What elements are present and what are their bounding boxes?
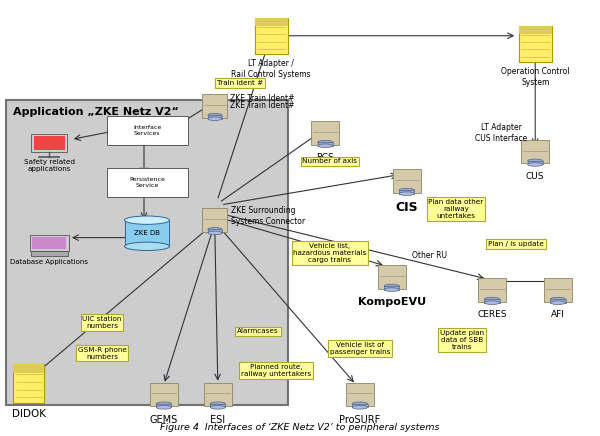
Text: ZKE Train Ident#: ZKE Train Ident# — [230, 95, 295, 103]
Text: ProSURF: ProSURF — [340, 415, 380, 425]
FancyBboxPatch shape — [208, 229, 222, 233]
FancyBboxPatch shape — [399, 190, 415, 194]
Text: Database Applications: Database Applications — [10, 259, 88, 265]
FancyBboxPatch shape — [352, 404, 368, 407]
FancyBboxPatch shape — [31, 134, 67, 152]
Text: Plan data other
railway
untertakes: Plan data other railway untertakes — [428, 199, 484, 219]
Text: CUS: CUS — [526, 172, 544, 181]
FancyBboxPatch shape — [107, 168, 187, 197]
Text: AFI: AFI — [551, 310, 565, 319]
Text: GSM-R phone
numbers: GSM-R phone numbers — [77, 347, 127, 360]
Ellipse shape — [125, 216, 170, 225]
Text: Alarmcases: Alarmcases — [237, 328, 279, 334]
Text: DIDOK: DIDOK — [12, 409, 46, 419]
Text: Operation Control
System: Operation Control System — [501, 67, 569, 86]
FancyBboxPatch shape — [156, 404, 172, 407]
Text: Figure 4  Interfaces of ‘ZKE Netz V2’ to peripheral systems: Figure 4 Interfaces of ‘ZKE Netz V2’ to … — [160, 422, 440, 432]
Text: Train ident #: Train ident # — [217, 80, 263, 86]
FancyBboxPatch shape — [254, 18, 288, 26]
Ellipse shape — [384, 288, 400, 291]
FancyBboxPatch shape — [32, 237, 67, 249]
Text: LT Adapter
CUS Interface: LT Adapter CUS Interface — [475, 123, 527, 143]
FancyBboxPatch shape — [519, 26, 552, 62]
FancyBboxPatch shape — [202, 208, 227, 232]
Text: ZKE Surrounding
Systems Connector: ZKE Surrounding Systems Connector — [231, 206, 305, 225]
Text: Application „ZKE Netz V2“: Application „ZKE Netz V2“ — [13, 107, 179, 117]
Ellipse shape — [210, 402, 226, 405]
FancyBboxPatch shape — [311, 121, 339, 145]
Text: Plan / is update: Plan / is update — [488, 241, 544, 247]
Text: ESI: ESI — [210, 415, 226, 425]
FancyBboxPatch shape — [204, 383, 232, 406]
FancyBboxPatch shape — [34, 136, 65, 150]
Ellipse shape — [208, 113, 222, 117]
FancyBboxPatch shape — [527, 161, 543, 164]
Ellipse shape — [208, 231, 222, 235]
FancyBboxPatch shape — [13, 364, 44, 373]
Ellipse shape — [550, 301, 566, 304]
Ellipse shape — [317, 144, 333, 147]
FancyBboxPatch shape — [150, 383, 178, 406]
FancyBboxPatch shape — [125, 220, 169, 246]
Ellipse shape — [399, 188, 415, 192]
FancyBboxPatch shape — [210, 404, 226, 407]
Text: Vehicle list of
passenger trains: Vehicle list of passenger trains — [330, 342, 390, 355]
FancyBboxPatch shape — [346, 383, 374, 406]
FancyBboxPatch shape — [521, 140, 549, 164]
Text: CERES: CERES — [477, 310, 507, 319]
Ellipse shape — [352, 402, 368, 405]
Ellipse shape — [125, 242, 170, 251]
FancyBboxPatch shape — [208, 115, 222, 119]
FancyBboxPatch shape — [378, 265, 406, 289]
Ellipse shape — [550, 297, 566, 301]
FancyBboxPatch shape — [202, 94, 227, 118]
Text: LT Adapter /
Rail Control Systems: LT Adapter / Rail Control Systems — [232, 59, 311, 78]
FancyBboxPatch shape — [478, 278, 506, 302]
FancyBboxPatch shape — [30, 235, 69, 251]
Ellipse shape — [352, 405, 368, 409]
FancyBboxPatch shape — [550, 299, 566, 303]
Text: Safety related
applications: Safety related applications — [23, 159, 75, 172]
Ellipse shape — [208, 228, 222, 231]
FancyBboxPatch shape — [519, 26, 552, 34]
Ellipse shape — [484, 301, 500, 304]
Text: KompoEVU: KompoEVU — [358, 297, 426, 307]
FancyBboxPatch shape — [13, 364, 44, 403]
Ellipse shape — [484, 297, 500, 301]
FancyBboxPatch shape — [544, 278, 572, 302]
Text: Other RU: Other RU — [412, 251, 446, 259]
Ellipse shape — [527, 163, 543, 166]
Text: ZKE DB: ZKE DB — [134, 230, 160, 236]
Text: Interface
Services: Interface Services — [133, 126, 161, 136]
FancyBboxPatch shape — [254, 18, 288, 54]
FancyBboxPatch shape — [31, 251, 68, 256]
Ellipse shape — [527, 159, 543, 163]
Text: CIS: CIS — [395, 201, 418, 214]
FancyBboxPatch shape — [107, 116, 187, 145]
Text: Vehicle list,
hazardous materials
cargo trains: Vehicle list, hazardous materials cargo … — [293, 243, 367, 263]
FancyBboxPatch shape — [384, 286, 400, 290]
Ellipse shape — [156, 405, 172, 409]
Ellipse shape — [399, 192, 415, 195]
Text: Update plan
data of SBB
trains: Update plan data of SBB trains — [440, 330, 484, 350]
Text: Number of axis: Number of axis — [302, 158, 358, 164]
Ellipse shape — [210, 405, 226, 409]
Ellipse shape — [384, 284, 400, 288]
FancyBboxPatch shape — [393, 169, 421, 193]
Ellipse shape — [156, 402, 172, 405]
Ellipse shape — [208, 117, 222, 120]
Text: GEMS: GEMS — [149, 415, 178, 425]
Text: ZKE Train Ident#: ZKE Train Ident# — [230, 102, 295, 110]
Text: RCS: RCS — [316, 153, 334, 162]
FancyBboxPatch shape — [6, 100, 288, 405]
Ellipse shape — [317, 140, 333, 144]
Text: Persistence
Service: Persistence Service — [129, 177, 165, 187]
Text: UIC station
numbers: UIC station numbers — [82, 316, 122, 329]
Text: Planned route,
railway untertakers: Planned route, railway untertakers — [241, 364, 311, 377]
FancyBboxPatch shape — [484, 299, 500, 303]
FancyBboxPatch shape — [317, 142, 333, 146]
